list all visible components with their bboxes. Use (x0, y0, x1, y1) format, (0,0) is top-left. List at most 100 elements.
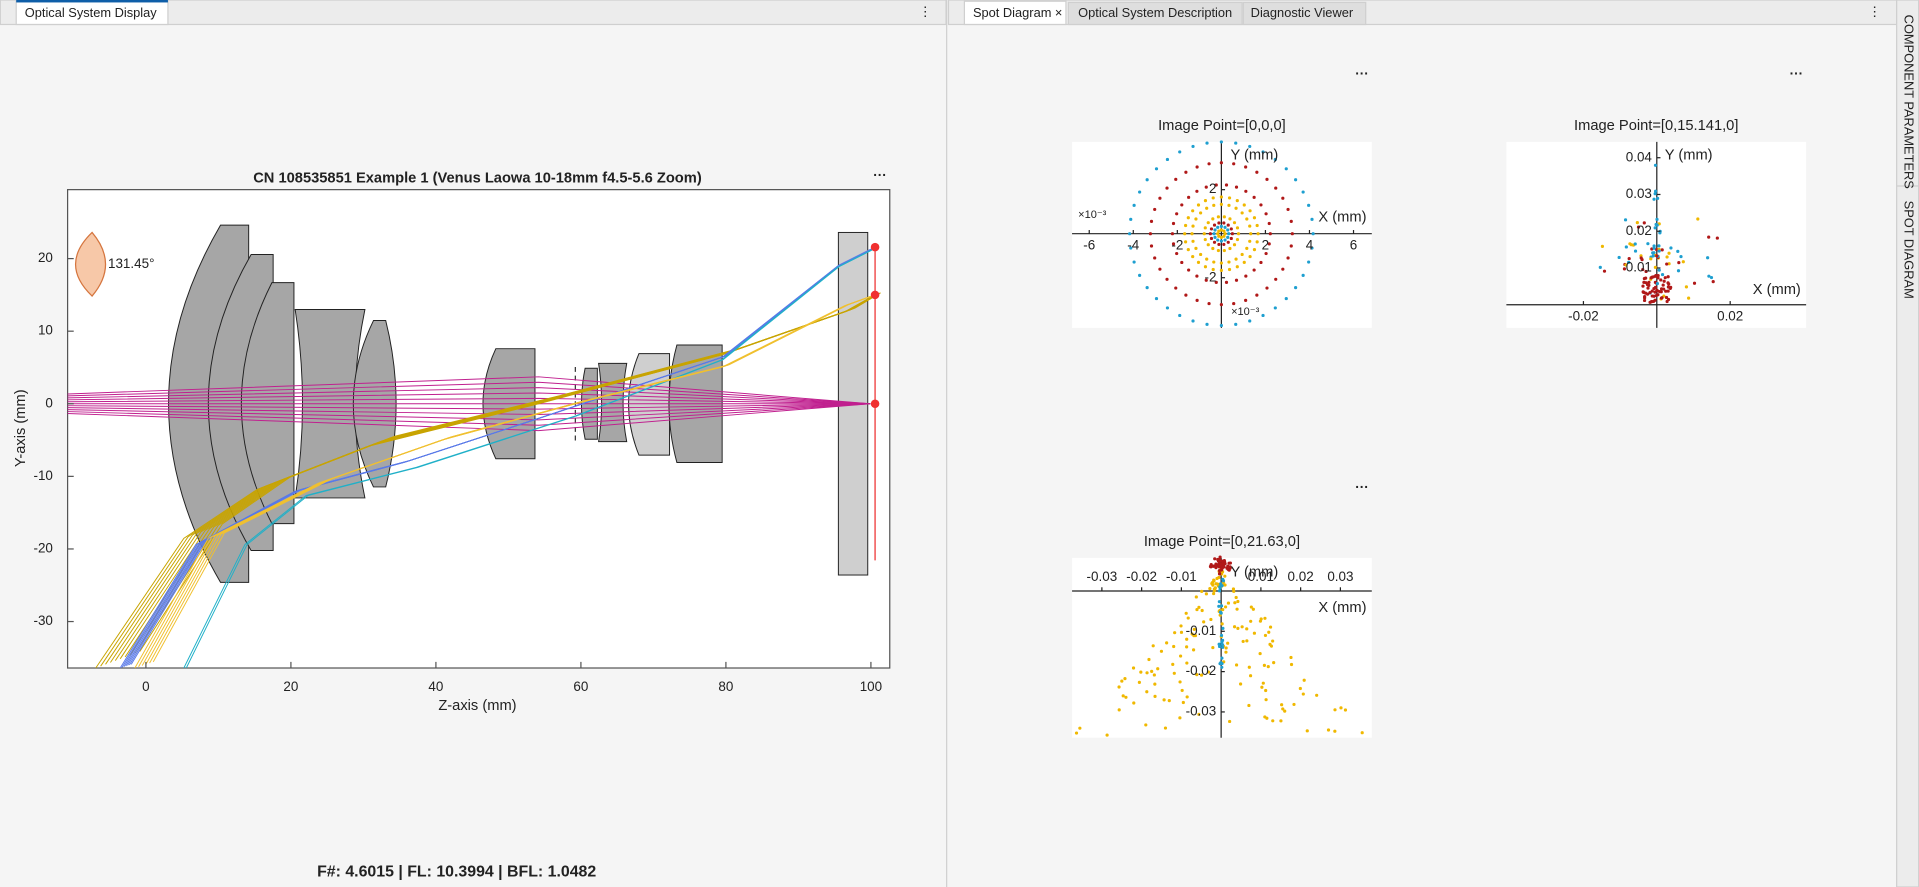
side-tab[interactable]: SPOT DIAGRAM (1901, 201, 1916, 299)
tab[interactable] (1242, 1, 1367, 26)
spot-dot (1240, 211, 1244, 215)
x-tick-label: -0.01 (1166, 569, 1197, 584)
spot-dot (1627, 260, 1631, 264)
tab-label[interactable]: Diagnostic Viewer (1251, 5, 1354, 20)
ray (67, 403, 871, 421)
spot-dot (1281, 707, 1285, 711)
spot-dot (1216, 248, 1220, 253)
spot-dot (1222, 215, 1226, 219)
spot-dot (1227, 203, 1231, 207)
panel-menu[interactable]: ⋮ (919, 4, 932, 19)
spot-dot (1657, 244, 1661, 248)
spot-dot (1132, 260, 1136, 264)
spot-dot (1211, 217, 1215, 221)
spot-dot (1174, 177, 1178, 181)
spot-dot (1153, 256, 1157, 260)
ray (67, 403, 871, 415)
spot-dot (1706, 256, 1710, 260)
y-tick-label: -2 (1205, 269, 1217, 284)
spot-dot (1707, 274, 1711, 278)
spot-dot (1218, 644, 1222, 649)
tab-close[interactable]: × (1055, 5, 1063, 20)
spot-dot (1252, 248, 1257, 252)
plot-menu[interactable]: ··· (1355, 480, 1368, 495)
ray (67, 392, 871, 405)
spot-dot (1653, 285, 1658, 289)
spot-dot (1178, 716, 1182, 720)
spot-dot (1284, 167, 1288, 171)
spot-dot (1707, 235, 1711, 239)
spot-dot (1227, 267, 1232, 272)
x-tick-label: 80 (718, 679, 733, 694)
x-axis-label: X (mm) (1318, 600, 1366, 616)
plot-menu[interactable]: ··· (873, 168, 886, 183)
spot-dot (1234, 278, 1239, 282)
spot-dot (1131, 666, 1136, 670)
spot-dot (1333, 729, 1337, 733)
spot-dot (1220, 643, 1225, 647)
spot-dot (1227, 232, 1231, 236)
spot-dot (1280, 703, 1284, 707)
spot-dot (1206, 670, 1211, 674)
spot-dot (1212, 223, 1217, 227)
spot-dot (1194, 595, 1198, 599)
tab-label[interactable]: Spot Diagram (973, 5, 1051, 20)
spot-dot (1301, 190, 1305, 194)
panel-menu[interactable]: ⋮ (1868, 4, 1881, 19)
spot-dot (1199, 252, 1203, 257)
spot-dot (1199, 673, 1204, 677)
spot-dot (1147, 657, 1151, 662)
side-tab[interactable]: COMPONENT PARAMETERS (1901, 15, 1916, 189)
x-exponent: ×10⁻³ (1078, 209, 1106, 221)
spot-dot (1214, 183, 1218, 187)
spot-dot (1234, 185, 1239, 189)
spot-dot (1209, 227, 1214, 231)
spot-dot (1622, 267, 1627, 271)
spot-dot (1624, 263, 1628, 267)
spot-dot (1667, 251, 1671, 255)
spot-dot (1226, 564, 1230, 568)
spot-dot (1268, 625, 1273, 629)
spot-dot (1219, 228, 1223, 232)
spot-dot (1665, 255, 1669, 259)
spot-dot (1184, 223, 1188, 228)
spot-dot (1264, 698, 1268, 702)
spot-dot (1221, 626, 1225, 630)
spot-dot (1184, 170, 1188, 174)
spot-dot (1222, 229, 1226, 233)
tab-label[interactable]: Optical System Display (25, 5, 157, 20)
spot-dot (1180, 203, 1184, 207)
spot-dot (1205, 257, 1209, 261)
spot-dot (1665, 299, 1669, 304)
spot-dot (1227, 260, 1231, 264)
plot-menu[interactable]: ··· (1790, 66, 1803, 81)
spot-dot (1687, 296, 1691, 300)
tab[interactable] (1067, 1, 1243, 26)
x-axis-label: X (mm) (1753, 282, 1801, 298)
spot-dot (1150, 669, 1154, 673)
spot-dot (1220, 584, 1224, 588)
plot-menu[interactable]: ··· (1355, 66, 1368, 81)
spot-dot (1145, 690, 1149, 694)
x-tick-label: 0.01 (1248, 569, 1274, 584)
spot-dot (1223, 605, 1228, 609)
ray (152, 293, 878, 663)
spot-dot (1132, 203, 1136, 207)
spot-dot (1657, 249, 1661, 253)
spot-dot (1339, 706, 1343, 710)
y-tick-label: 0.01 (1626, 260, 1652, 275)
spot-dot (1199, 211, 1203, 215)
active-tab[interactable] (963, 0, 1067, 26)
spot-dot (1163, 726, 1168, 730)
lens (628, 353, 671, 456)
spot-dot (1657, 268, 1661, 272)
spot-dot (1644, 276, 1648, 280)
spot-dot (1268, 232, 1272, 236)
spot-dot (1211, 246, 1215, 251)
spot-dot (1245, 246, 1249, 250)
spot-dot (1656, 293, 1660, 297)
spot-dot (1211, 267, 1215, 272)
tab-label[interactable]: Optical System Description (1078, 5, 1232, 20)
spot-dot (1209, 236, 1214, 241)
